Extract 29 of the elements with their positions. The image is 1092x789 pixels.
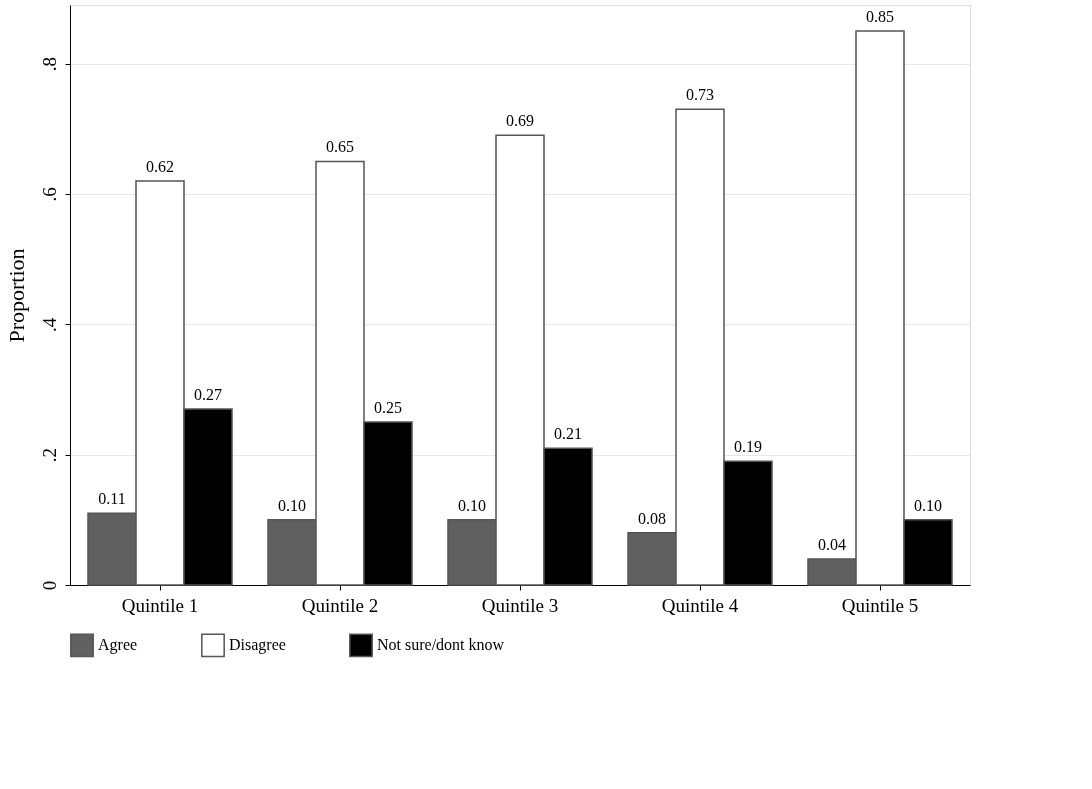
data-label: 0.69: [506, 112, 534, 130]
data-label: 0.10: [278, 496, 306, 514]
data-label: 0.65: [326, 138, 354, 156]
data-label: 0.04: [818, 535, 846, 553]
y-tick-label: .6: [38, 187, 60, 202]
y-tick-label: .4: [38, 317, 60, 332]
data-label: 0.25: [374, 399, 402, 417]
data-label: 0.08: [638, 509, 666, 527]
legend-label: Not sure/dont know: [377, 636, 505, 654]
data-label: 0.85: [866, 8, 894, 26]
y-tick-label: .8: [38, 57, 60, 72]
y-tick-label: 0: [38, 580, 60, 591]
data-label: 0.27: [194, 386, 222, 404]
data-label: 0.10: [914, 496, 942, 514]
x-tick-label: Quintile 3: [481, 594, 559, 616]
data-label: 0.11: [98, 490, 126, 508]
y-tick-label: .2: [38, 448, 60, 463]
legend-label: Agree: [98, 636, 138, 655]
x-tick-label: Quintile 4: [661, 594, 739, 616]
data-label: 0.73: [686, 86, 714, 104]
data-label: 0.21: [554, 425, 582, 443]
x-tick-label: Quintile 2: [301, 594, 379, 616]
data-label: 0.19: [734, 438, 762, 456]
x-tick-label: Quintile 1: [121, 594, 199, 616]
data-label: 0.62: [146, 157, 174, 175]
x-tick-label: Quintile 5: [841, 594, 919, 616]
y-axis-title: Proportion: [3, 248, 29, 343]
data-label: 0.10: [458, 496, 486, 514]
legend-label: Disagree: [229, 636, 286, 655]
